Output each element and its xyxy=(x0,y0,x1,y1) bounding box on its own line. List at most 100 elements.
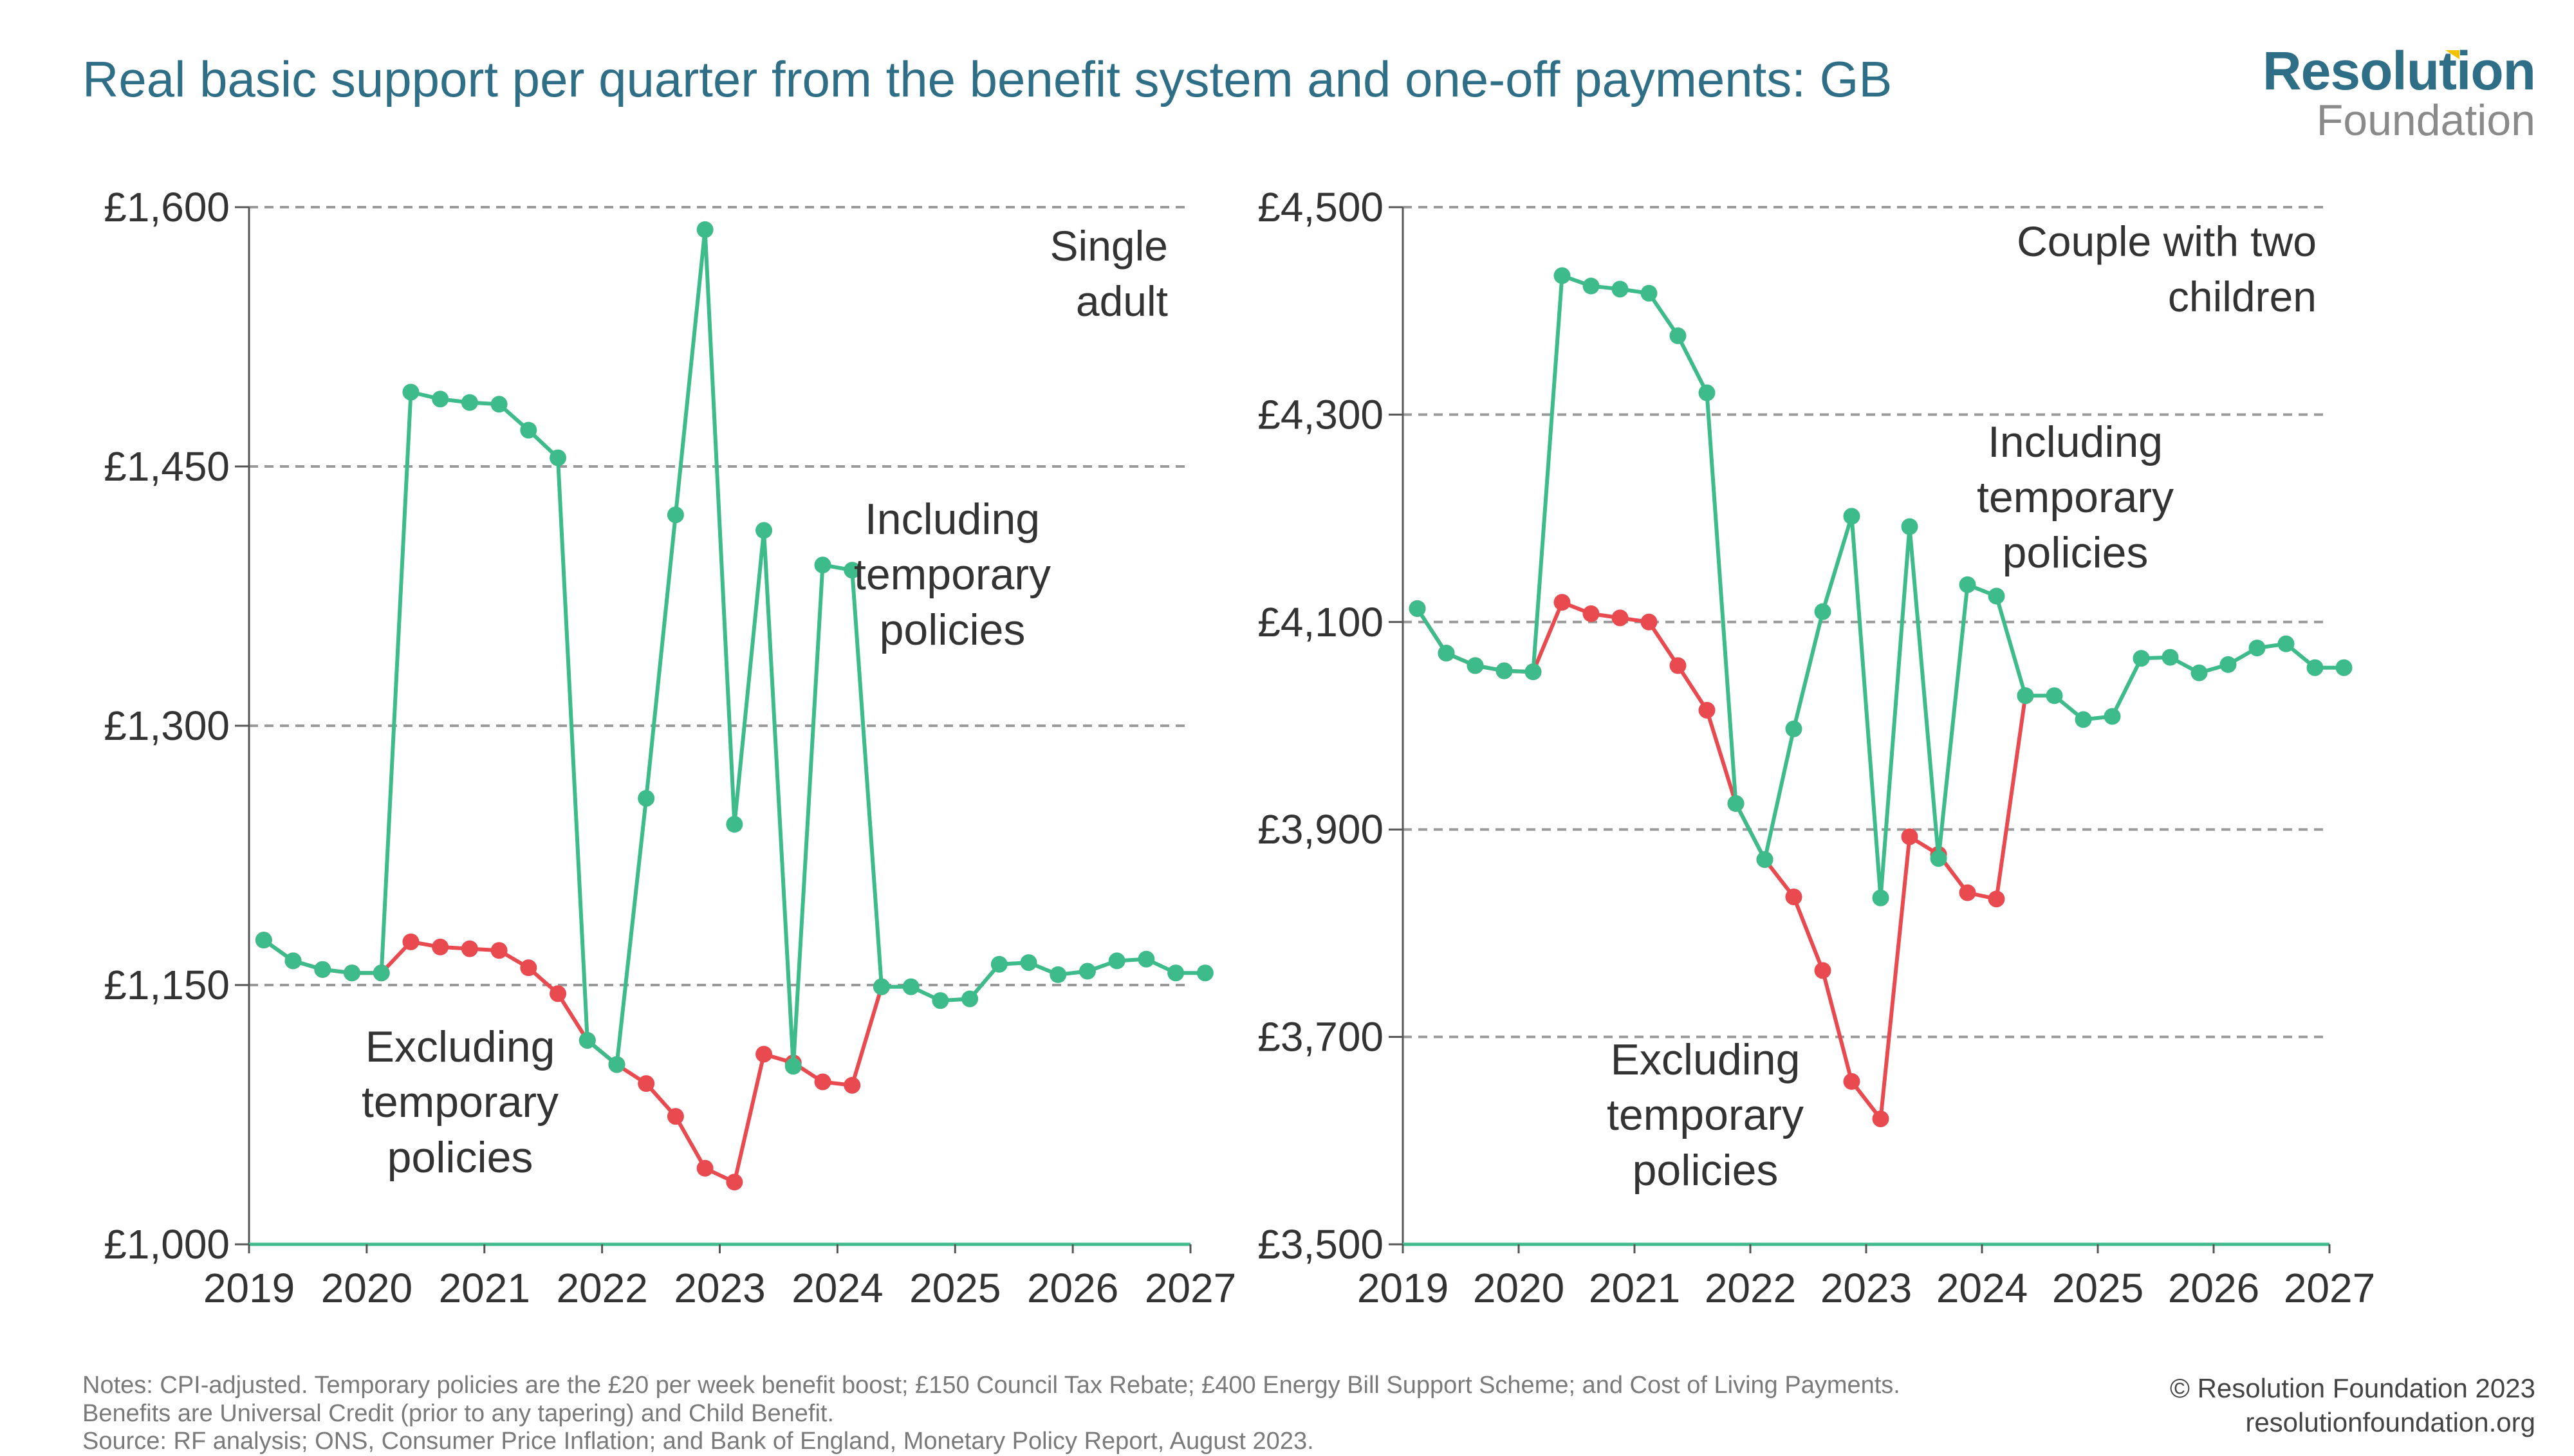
data-point-excluding xyxy=(1872,1110,1889,1127)
data-point-including xyxy=(873,978,890,995)
data-point-including xyxy=(255,932,272,949)
series-label-excluding: Excluding xyxy=(366,1022,555,1071)
data-point-including xyxy=(638,789,655,807)
y-tick-label: £3,500 xyxy=(1257,1221,1384,1267)
data-point-excluding xyxy=(1553,594,1571,611)
x-tick-label: 2024 xyxy=(1936,1265,2028,1311)
series-label-including: temporary xyxy=(1977,473,2174,522)
series-label-excluding: Excluding xyxy=(1611,1035,1801,1084)
data-point-excluding xyxy=(1611,609,1629,627)
data-point-including xyxy=(1553,267,1571,284)
notes-line-1: Notes: CPI-adjusted. Temporary policies … xyxy=(82,1372,1900,1399)
notes-line-2: Benefits are Universal Credit (prior to … xyxy=(82,1399,835,1427)
logo-subtitle: Foundation xyxy=(2316,96,2535,145)
data-point-including xyxy=(2046,687,2063,705)
x-tick-label: 2020 xyxy=(1473,1265,1564,1311)
data-point-excluding xyxy=(1814,962,1831,979)
panel-label-line: adult xyxy=(1076,277,1168,325)
data-point-including xyxy=(2075,711,2092,728)
data-point-including xyxy=(1901,518,1918,535)
data-point-excluding xyxy=(1640,613,1658,631)
data-point-including xyxy=(550,449,567,466)
data-point-including xyxy=(2017,687,2034,705)
data-point-excluding xyxy=(814,1073,831,1091)
data-point-including xyxy=(2104,708,2121,725)
x-tick-label: 2022 xyxy=(556,1265,647,1311)
data-point-including xyxy=(1988,587,2005,605)
website: resolutionfoundation.org xyxy=(2245,1406,2535,1437)
series-label-excluding: policies xyxy=(387,1133,533,1182)
panel-label-line: children xyxy=(2168,273,2317,320)
data-point-including xyxy=(2335,659,2353,676)
data-point-including xyxy=(1495,662,1513,679)
data-point-including xyxy=(490,396,508,413)
y-tick-label: £3,700 xyxy=(1257,1014,1384,1060)
data-point-including xyxy=(2219,656,2237,673)
data-point-including xyxy=(432,391,449,408)
data-point-including xyxy=(1843,508,1860,525)
data-point-including xyxy=(667,506,684,524)
panel-label-line: Couple with two xyxy=(2017,217,2317,265)
y-tick-label: £4,500 xyxy=(1257,184,1384,230)
data-point-excluding xyxy=(550,985,567,1002)
data-point-including xyxy=(990,955,1008,973)
data-point-including xyxy=(1959,576,1976,593)
data-point-including xyxy=(1872,889,1889,907)
data-point-including xyxy=(1727,795,1745,812)
data-point-including xyxy=(1196,964,1214,982)
data-point-including xyxy=(1020,954,1037,972)
x-tick-label: 2021 xyxy=(1589,1265,1680,1311)
data-point-including xyxy=(1050,966,1067,983)
data-point-including xyxy=(1524,663,1542,681)
data-point-including xyxy=(784,1058,802,1075)
data-point-including xyxy=(1785,720,1802,737)
data-point-including xyxy=(2162,649,2179,666)
x-tick-label: 2019 xyxy=(1357,1265,1449,1311)
copyright: © Resolution Foundation 2023 xyxy=(2169,1373,2535,1403)
data-point-including xyxy=(608,1056,625,1073)
data-point-including xyxy=(2277,635,2295,652)
notes: Notes: CPI-adjusted. Temporary policies … xyxy=(82,1372,2077,1456)
y-tick-label: £4,300 xyxy=(1257,391,1384,438)
data-point-excluding xyxy=(638,1075,655,1092)
data-point-including xyxy=(314,961,331,978)
series-label-excluding: policies xyxy=(1633,1146,1779,1195)
chart-title: Real basic support per quarter from the … xyxy=(82,51,1893,107)
y-tick-label: £1,600 xyxy=(104,184,230,230)
data-point-including xyxy=(2248,640,2266,657)
series-label-including: temporary xyxy=(854,550,1051,599)
series-label-including: Including xyxy=(865,495,1040,544)
series-label-excluding: temporary xyxy=(1607,1091,1804,1139)
data-point-including xyxy=(932,992,949,1009)
data-point-including xyxy=(402,383,420,401)
x-tick-label: 2024 xyxy=(792,1265,883,1311)
logo-accent-mark xyxy=(2445,50,2459,59)
y-tick-label: £1,450 xyxy=(104,443,230,490)
x-tick-label: 2023 xyxy=(674,1265,765,1311)
panel-couple-two-children: £3,500 £3,700 £3,900 £4,100 £4,300 £4,500 2019… xyxy=(1257,184,2375,1311)
data-point-including xyxy=(1409,600,1426,617)
data-point-including xyxy=(814,557,831,574)
y-tick-label: £3,900 xyxy=(1257,806,1384,852)
data-point-including xyxy=(902,978,920,995)
data-point-including xyxy=(373,964,390,982)
data-point-excluding xyxy=(1843,1073,1860,1090)
x-tick-label: 2021 xyxy=(439,1265,530,1311)
data-point-including xyxy=(1582,277,1600,295)
series-label-including: policies xyxy=(2003,528,2149,577)
data-point-excluding xyxy=(755,1046,773,1063)
data-point-including xyxy=(2133,650,2150,667)
data-point-including xyxy=(1611,281,1629,298)
data-point-including xyxy=(1138,950,1155,968)
data-point-excluding xyxy=(1669,657,1687,674)
panel-single-adult: £1,000 £1,150 £1,300 £1,450 £1,600 2019 2020 20… xyxy=(104,184,1236,1311)
data-point-excluding xyxy=(402,933,420,950)
data-point-including xyxy=(726,816,743,833)
data-point-including xyxy=(755,522,773,539)
x-tick-label: 2027 xyxy=(2284,1265,2375,1311)
data-point-excluding xyxy=(726,1174,743,1191)
series-line-including xyxy=(1415,273,2344,900)
data-point-including xyxy=(961,990,979,1008)
data-point-including xyxy=(1669,327,1687,344)
data-point-including xyxy=(520,421,537,439)
